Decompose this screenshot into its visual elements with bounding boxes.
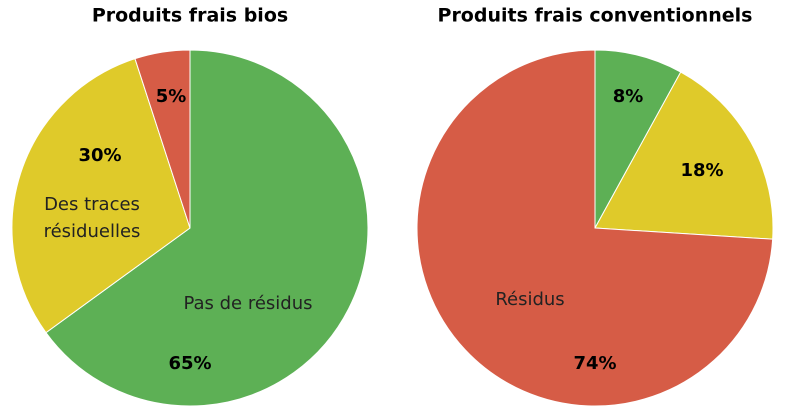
pie-slice bbox=[134, 49, 191, 229]
value-label: 18% bbox=[680, 160, 723, 181]
chart-title: Produits frais conventionnels bbox=[438, 5, 753, 27]
category-label: Des traces résiduelles bbox=[44, 194, 141, 242]
value-label: 74% bbox=[573, 353, 616, 374]
value-label: 30% bbox=[78, 145, 121, 166]
pie-slice bbox=[45, 49, 369, 407]
pie-slice bbox=[594, 71, 774, 240]
pie-slice bbox=[416, 49, 774, 407]
value-label: 5% bbox=[156, 86, 187, 107]
pie-slice bbox=[11, 58, 191, 334]
pie-slice bbox=[594, 49, 682, 229]
value-label: 65% bbox=[168, 353, 211, 374]
category-label: Résidus bbox=[495, 289, 564, 310]
value-label: 8% bbox=[613, 86, 644, 107]
chart-title: Produits frais bios bbox=[92, 5, 288, 27]
category-label: Pas de résidus bbox=[183, 293, 312, 314]
